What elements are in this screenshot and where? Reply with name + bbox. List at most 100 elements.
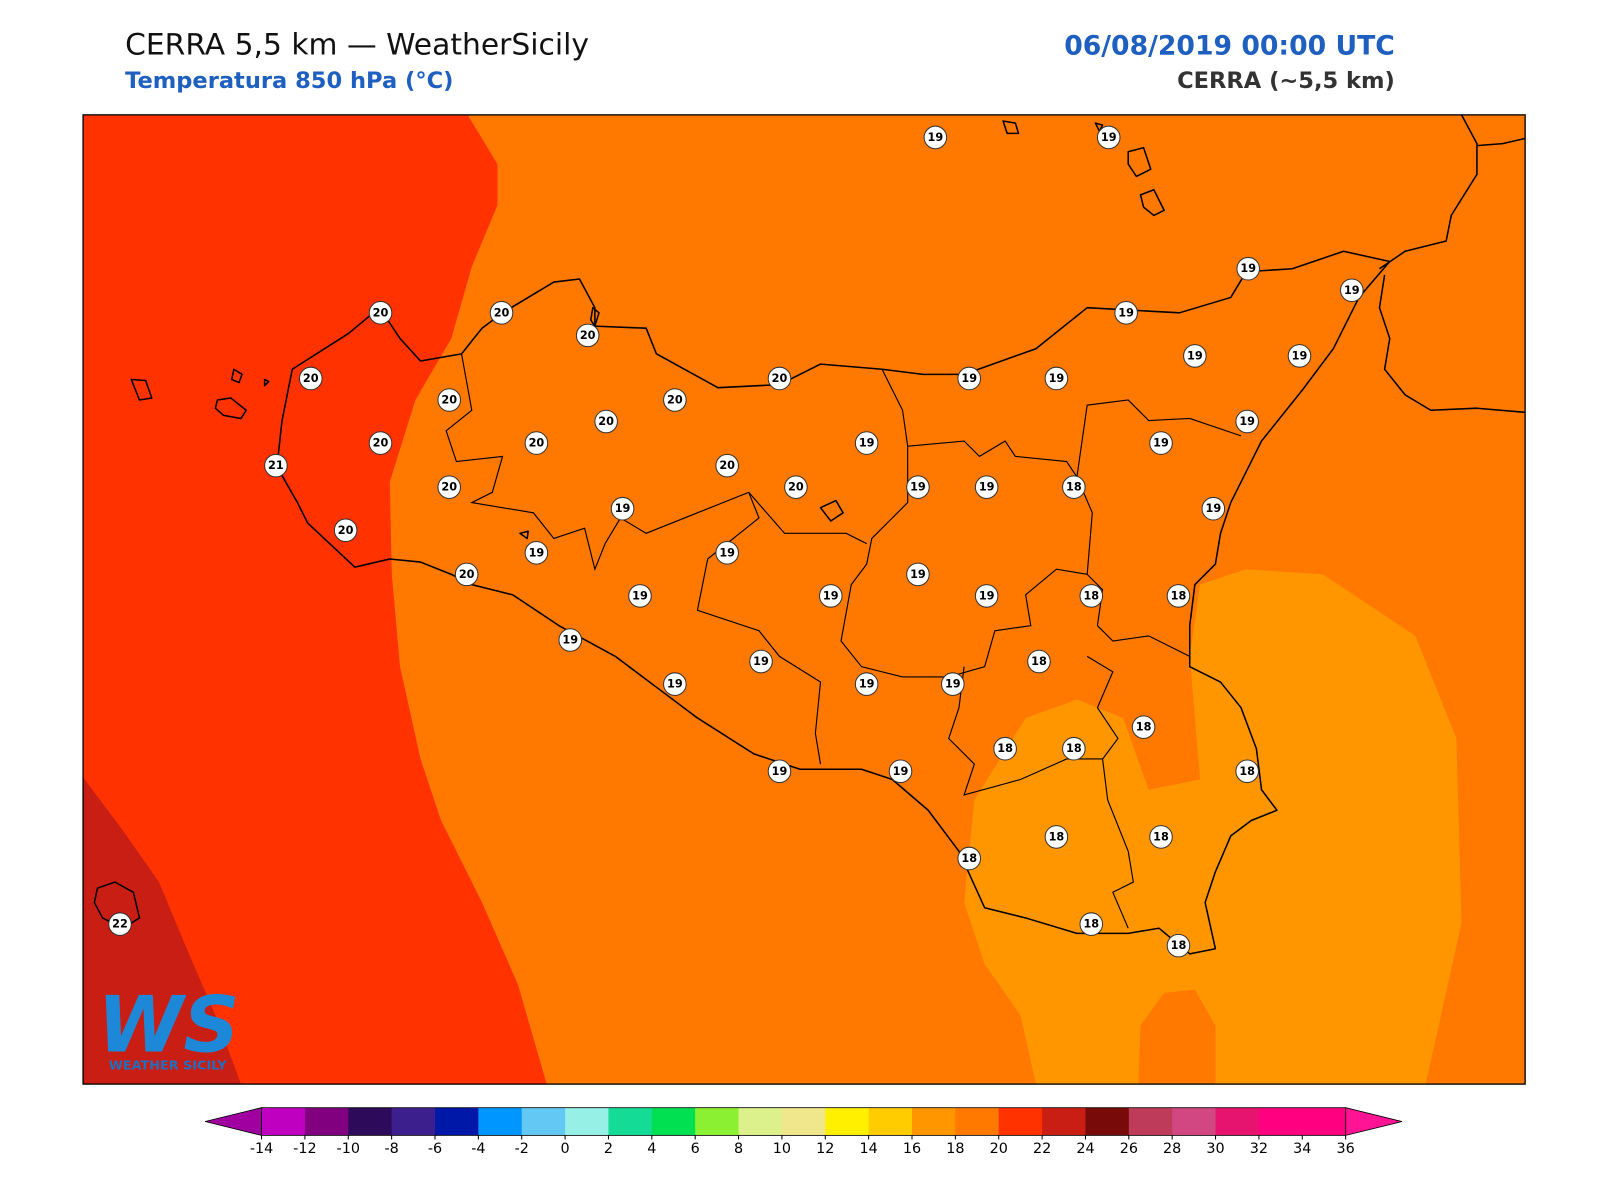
station-value: 19 — [1239, 415, 1255, 428]
station-value: 18 — [961, 852, 977, 865]
station-value: 19 — [823, 589, 839, 602]
station-value: 18 — [1171, 939, 1187, 952]
station-marker — [1149, 825, 1173, 849]
station-value: 20 — [788, 481, 804, 494]
station-marker — [784, 475, 808, 499]
colorbar-tick-label: 26 — [1120, 1141, 1138, 1157]
colorbar-tick-label: 8 — [734, 1141, 743, 1157]
title: CERRA 5,5 km — WeatherSicily — [125, 27, 589, 62]
station-marker — [368, 431, 393, 455]
station-marker — [558, 628, 583, 652]
station-marker — [1079, 584, 1104, 608]
colorbar-cell — [348, 1107, 393, 1136]
station-value: 18 — [1049, 830, 1065, 843]
colorbar-tick-label: -4 — [471, 1141, 485, 1157]
station-value: 19 — [667, 678, 683, 691]
station-marker — [818, 584, 843, 608]
colorbar-tick-label: 16 — [903, 1141, 921, 1157]
station-marker — [1166, 933, 1191, 958]
colorbar-cell — [391, 1107, 436, 1136]
station-value: 19 — [859, 678, 875, 691]
station-value: 19 — [1205, 502, 1221, 515]
station-value: 19 — [753, 655, 769, 668]
station-marker — [1183, 344, 1207, 368]
colorbar-cell — [695, 1107, 740, 1136]
station-value: 20 — [598, 415, 614, 428]
station-value: 20 — [441, 481, 457, 494]
station-value: 19 — [562, 634, 578, 647]
station-marker — [575, 323, 600, 348]
station-marker — [767, 759, 792, 784]
station-value: 19 — [1187, 349, 1203, 362]
logo: WS WEATHER SICILY — [97, 980, 239, 1073]
station-marker — [1149, 431, 1173, 455]
station-marker — [368, 301, 393, 325]
station-marker — [1166, 584, 1191, 608]
station-value: 19 — [961, 372, 977, 385]
station-marker — [941, 672, 965, 696]
station-value: 19 — [928, 131, 944, 144]
colorbar-tick-label: -14 — [250, 1141, 273, 1157]
colorbar-cell — [738, 1107, 783, 1136]
colorbar-cell — [565, 1107, 609, 1136]
station-marker — [1236, 256, 1260, 281]
colorbar-cell — [868, 1107, 913, 1136]
station-marker — [333, 518, 358, 543]
colorbar-cell — [955, 1107, 1000, 1136]
station-marker — [767, 366, 792, 391]
colorbar-under — [205, 1107, 262, 1136]
station-marker — [594, 409, 618, 434]
station-value: 20 — [338, 524, 354, 537]
colorbar-cell — [912, 1107, 956, 1136]
station-value: 19 — [615, 502, 631, 515]
station-marker — [1235, 759, 1259, 784]
station-value: 20 — [373, 306, 389, 319]
station-value: 20 — [529, 437, 545, 450]
colorbar-tick-label: 10 — [773, 1141, 791, 1157]
subtitle: Temperatura 850 hPa (°C) — [125, 68, 453, 94]
station-marker — [906, 475, 930, 499]
station-marker — [715, 541, 739, 565]
station-value: 18 — [1031, 655, 1047, 668]
map-frame — [82, 114, 1526, 1085]
station-marker — [663, 388, 687, 412]
station-marker — [854, 672, 879, 696]
colorbar-cell — [1172, 1107, 1217, 1136]
colorbar-tick-label: 36 — [1337, 1141, 1355, 1157]
station-marker — [974, 584, 999, 608]
station-value: 20 — [719, 459, 735, 472]
station-marker — [1114, 301, 1138, 325]
station-value: 20 — [373, 437, 389, 450]
station-value: 19 — [910, 481, 926, 494]
station-marker — [298, 366, 323, 391]
station-marker — [749, 649, 773, 674]
station-marker — [888, 759, 913, 784]
colorbar-tick-label: 24 — [1076, 1141, 1094, 1157]
temperature-area — [83, 777, 242, 1085]
station-value: 18 — [1066, 481, 1082, 494]
colorbar-tick-label: 14 — [860, 1141, 878, 1157]
colorbar-tick-label: 12 — [816, 1141, 834, 1157]
station-value: 20 — [494, 306, 510, 319]
station-value: 19 — [719, 546, 735, 559]
station-value: 19 — [529, 546, 545, 559]
station-value: 19 — [1344, 284, 1360, 297]
date: 06/08/2019 00:00 UTC — [1064, 30, 1395, 61]
colorbar-frame — [261, 1107, 1347, 1136]
station-value: 18 — [1171, 589, 1187, 602]
colorbar-tick-label: -2 — [515, 1141, 529, 1157]
station-value: 18 — [1153, 830, 1169, 843]
coastlines — [93, 114, 1526, 955]
station-marker — [1062, 736, 1086, 761]
colorbar-cell — [478, 1107, 523, 1136]
colorbar-cell — [998, 1107, 1043, 1136]
station-value: 19 — [632, 589, 648, 602]
station-value: 19 — [979, 589, 995, 602]
colorbar-cell — [434, 1107, 479, 1136]
station-value: 19 — [1153, 437, 1169, 450]
colorbar-over — [1345, 1107, 1403, 1136]
colorbar-cell — [608, 1107, 653, 1136]
station-value: 18 — [997, 742, 1013, 755]
station-marker — [1062, 475, 1086, 499]
